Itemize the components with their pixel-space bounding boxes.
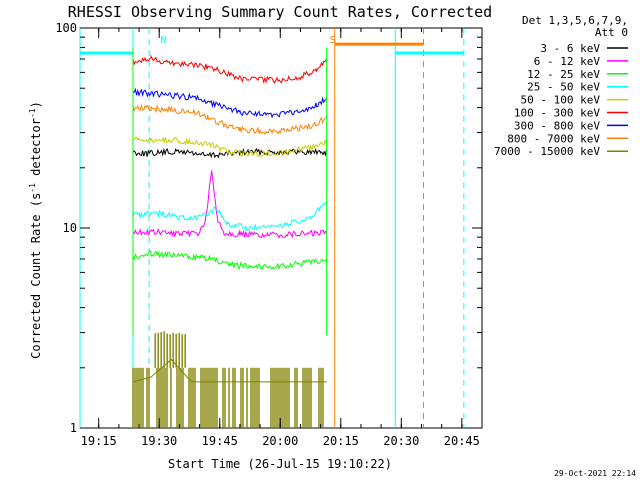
y-tick-label: 100 [55,21,77,35]
x-tick-label: 20:45 [444,434,480,448]
legend-entry-label: 6 - 12 keV [534,55,601,68]
series-layer [132,47,328,428]
series-line-3 [132,201,328,232]
y-axis-title-sup2: -1 [28,108,37,118]
x-tick-label: 19:30 [141,434,177,448]
legend-entry-label: 100 - 300 keV [514,107,600,120]
x-tick-label: 19:45 [202,434,238,448]
legend-entry-label: 300 - 800 keV [514,119,600,132]
y-axis-title-part1: Corrected Count Rate (s [29,193,43,359]
legend-entry-label: 25 - 50 keV [527,81,600,94]
legend-entry-label: 800 - 7000 keV [507,132,600,145]
y-axis-title-part3: ) [29,101,43,108]
flag-label: S [330,35,336,46]
series-7000-15000-kev [132,331,327,428]
x-tick-label: 20:30 [383,434,419,448]
y-axis-title: Corrected Count Rate (s-1 detector-1) [28,101,43,359]
series-line-7 [132,103,328,135]
chart-title: RHESSI Observing Summary Count Rates, Co… [68,3,492,21]
legend-header-line1: Det 1,3,5,6,7,9, [522,14,628,27]
legend-entry-label: 50 - 100 keV [521,94,601,107]
x-tick-label: 19:15 [81,434,117,448]
series-line-4 [132,136,328,158]
series-line-5 [132,54,327,85]
legend-entry-label: 3 - 6 keV [540,42,600,55]
axis-layer: 19:15 19:30 19:45 20:00 20:15 20:30 20:45 1 10 10… [55,21,483,448]
legend-entry-label: 12 - 25 keV [527,68,600,81]
x-tick-label: 20:00 [262,434,298,448]
flag-label: N [160,35,166,46]
series-line-2 [132,250,328,271]
y-tick-label: 10 [63,221,77,235]
series-line-1 [132,170,328,239]
legend-header-line2: Att 0 [595,26,628,39]
y-tick-label: 1 [70,421,77,435]
series-line [132,358,327,383]
timestamp: 29-Oct-2021 22:14 [554,469,636,478]
y-axis-title-part2: detector [29,118,43,183]
x-tick-label: 20:15 [323,434,359,448]
series-line-6 [132,87,328,119]
gap-edges [132,47,328,336]
y-axis-title-sup1: -1 [28,183,37,193]
x-axis-title: Start Time (26-Jul-15 19:10:22) [168,457,392,471]
legend-entry-label: 7000 - 15000 keV [494,145,600,158]
